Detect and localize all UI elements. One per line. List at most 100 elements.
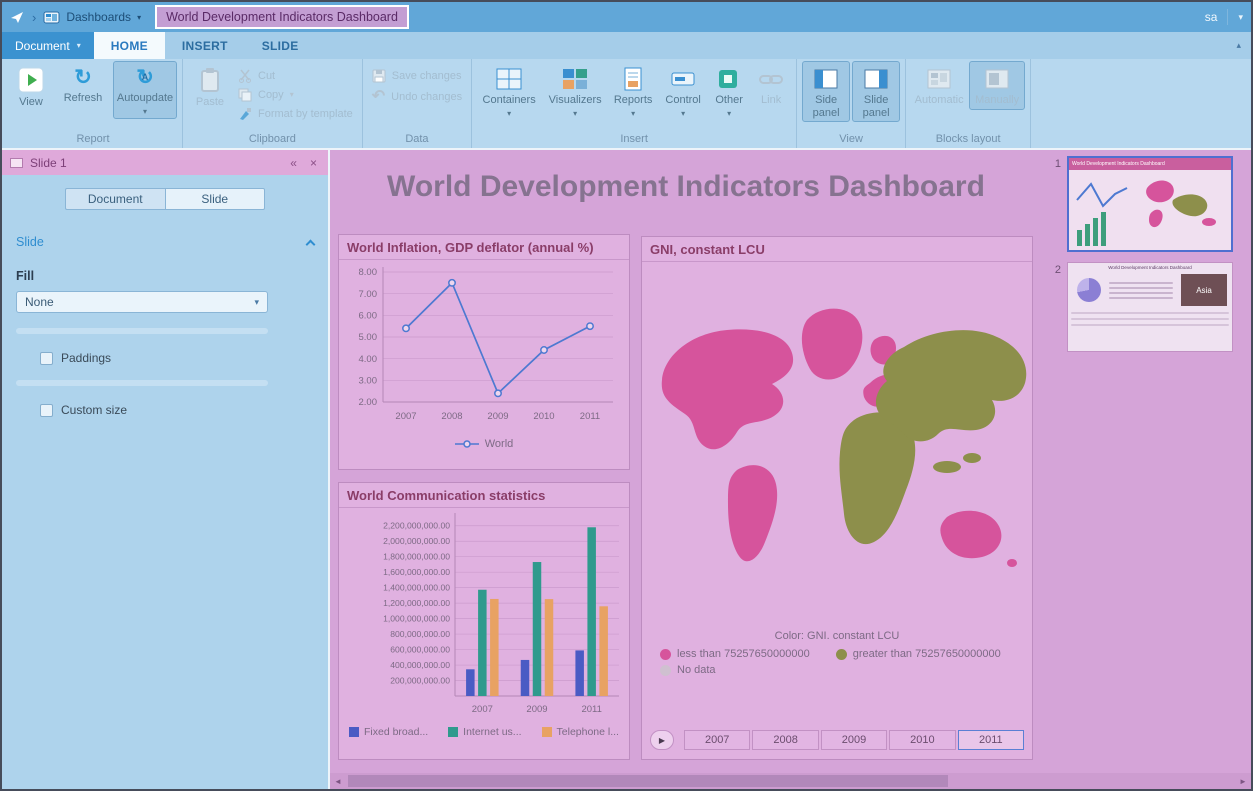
refresh-label: Refresh xyxy=(63,92,103,104)
communication-legend: Fixed broad... Internet us... Telephone … xyxy=(339,720,629,745)
scrollbar-track[interactable] xyxy=(346,773,1235,789)
paddings-checkbox[interactable] xyxy=(40,351,53,365)
dashboard-title[interactable]: World Development Indicators Dashboard xyxy=(387,170,985,203)
paste-button[interactable]: Paste xyxy=(188,61,232,112)
link-button[interactable]: Link xyxy=(751,61,791,110)
map-year-button-2011[interactable]: 2011 xyxy=(957,730,1025,750)
automatic-button[interactable]: Automatic xyxy=(911,61,967,110)
document-menu-button[interactable]: Document ▾ xyxy=(2,32,94,59)
thumb1-title: World Development Indicators Dashboard xyxy=(1069,158,1231,170)
fill-slider[interactable] xyxy=(16,328,268,334)
horizontal-scrollbar[interactable]: ◄ ► xyxy=(330,773,1251,789)
tab-insert[interactable]: INSERT xyxy=(165,32,245,59)
ribbon: View ↻ Refresh ↻ A Autoupdate ▾ Report Pa… xyxy=(2,59,1251,148)
svg-text:1,000,000,000.00: 1,000,000,000.00 xyxy=(383,614,450,624)
map-year-button-2010[interactable]: 2010 xyxy=(889,730,956,750)
group-label-data: Data xyxy=(405,133,429,145)
view-label: View xyxy=(19,96,43,108)
tab-slide[interactable]: SLIDE xyxy=(245,32,316,59)
inflation-legend: World xyxy=(339,430,629,456)
refresh-button[interactable]: ↻ Refresh xyxy=(55,61,111,108)
slide-panel-label: Slide panel xyxy=(862,94,890,119)
side-panel-button[interactable]: Side panel xyxy=(802,61,851,123)
visualizers-button[interactable]: Visualizers ▾ xyxy=(543,61,607,121)
svg-text:2,200,000,000.00: 2,200,000,000.00 xyxy=(383,521,450,531)
breadcrumb-dashboards[interactable]: Dashboards xyxy=(66,10,132,24)
cut-button[interactable]: Cut xyxy=(238,69,353,83)
undo-changes-button[interactable]: ↶ Undo changes xyxy=(372,88,462,106)
slide-2-thumbnail[interactable]: World Development Indicators Dashboard A… xyxy=(1067,262,1233,352)
slide-section-header[interactable]: Slide xyxy=(2,235,328,249)
save-changes-label: Save changes xyxy=(391,70,462,82)
communication-chart[interactable]: 200,000,000.00 400,000,000.00 600,000,000.… xyxy=(339,508,629,720)
group-label-clipboard: Clipboard xyxy=(248,133,296,145)
slide-panel-icon xyxy=(864,69,888,89)
slide-thumbnails-panel: 1 World Development Indicators Dashboard xyxy=(1051,156,1241,362)
autoupdate-button[interactable]: ↻ A Autoupdate ▾ xyxy=(113,61,177,119)
world-map[interactable] xyxy=(642,262,1032,628)
dashboard-canvas[interactable]: World Development Indicators Dashboard W… xyxy=(330,150,1251,789)
save-changes-button[interactable]: Save changes xyxy=(372,69,462,83)
user-menu-caret-icon[interactable]: ▾ xyxy=(1238,11,1243,22)
scrollbar-thumb[interactable] xyxy=(348,775,948,787)
tab-slide-props[interactable]: Slide xyxy=(164,188,265,210)
format-by-template-button[interactable]: Format by template xyxy=(238,107,353,121)
scroll-left-icon[interactable]: ◄ xyxy=(334,776,342,786)
svg-text:2011: 2011 xyxy=(581,704,601,715)
region-south-america xyxy=(728,465,778,562)
gni-map-title: GNI, constant LCU xyxy=(642,237,1032,262)
reports-button[interactable]: Reports ▾ xyxy=(609,61,657,121)
collapse-ribbon-button[interactable]: ▴ xyxy=(1236,40,1241,50)
automatic-icon xyxy=(927,69,951,89)
svg-text:2008: 2008 xyxy=(441,411,462,422)
undo-changes-label: Undo changes xyxy=(391,91,463,103)
tab-slide-label: SLIDE xyxy=(261,38,299,53)
legend-less-than-label: less than 75257650000000 xyxy=(677,648,810,660)
containers-button[interactable]: Containers ▾ xyxy=(477,61,541,121)
inflation-chart-panel[interactable]: World Inflation, GDP deflator (annual %)… xyxy=(338,234,630,470)
scroll-right-icon[interactable]: ► xyxy=(1239,776,1247,786)
fill-select[interactable]: None ▾ xyxy=(16,291,268,313)
custom-size-checkbox[interactable] xyxy=(40,403,53,417)
panel-collapse-icon[interactable]: « xyxy=(290,155,297,170)
panel-close-icon[interactable]: × xyxy=(309,155,317,170)
thumb2-table-lines xyxy=(1109,281,1173,299)
fixed-broadband-label: Fixed broad... xyxy=(364,726,429,738)
view-button[interactable]: View xyxy=(9,61,53,112)
paddings-slider[interactable] xyxy=(16,380,268,386)
user-label[interactable]: sa xyxy=(1204,10,1218,24)
map-year-button-2007[interactable]: 2007 xyxy=(684,730,751,750)
inflation-chart[interactable]: 2.00 3.00 4.00 5.00 6.00 7.00 8.00 2007 2008 2009… xyxy=(339,260,629,430)
fill-caret-icon: ▾ xyxy=(254,296,259,307)
svg-text:800,000,000.00: 800,000,000.00 xyxy=(390,629,450,639)
section-collapse-chevron-icon[interactable] xyxy=(305,239,316,249)
svg-text:2009: 2009 xyxy=(487,411,508,422)
map-year-button-2008[interactable]: 2008 xyxy=(752,730,819,750)
gni-map-panel[interactable]: GNI, constant LCU Color: GNI. constant L… xyxy=(641,236,1033,760)
tab-document[interactable]: Document xyxy=(65,188,165,210)
undo-icon: ↶ xyxy=(371,88,386,105)
other-button[interactable]: Other ▾ xyxy=(709,61,749,121)
slide-panel-button[interactable]: Slide panel xyxy=(852,61,901,123)
other-label: Other xyxy=(715,94,743,106)
communication-chart-panel[interactable]: World Communication statistics 200,000,0… xyxy=(338,482,630,760)
other-icon xyxy=(719,70,738,88)
dashboards-caret-icon[interactable]: ▾ xyxy=(137,12,142,22)
manually-button[interactable]: Manually xyxy=(969,61,1026,110)
dashboard-title-breadcrumb[interactable]: World Development Indicators Dashboard xyxy=(155,5,409,29)
region-new-zealand xyxy=(1007,559,1017,567)
legend-dot-greater-than-icon xyxy=(835,648,847,660)
copy-button[interactable]: Copy ▾ xyxy=(238,88,353,102)
svg-text:3.00: 3.00 xyxy=(359,376,378,387)
map-year-button-2009[interactable]: 2009 xyxy=(820,730,888,750)
control-button[interactable]: Control ▾ xyxy=(659,61,707,121)
map-years-bar: ▶ 2007 2008 2009 2010 2011 xyxy=(642,730,1032,759)
app-logo-icon[interactable] xyxy=(10,10,25,25)
svg-text:1,200,000,000.00: 1,200,000,000.00 xyxy=(383,598,450,608)
map-play-button[interactable]: ▶ xyxy=(650,730,674,750)
fixed-broadband-swatch-icon xyxy=(349,727,359,737)
tab-home[interactable]: HOME xyxy=(93,32,165,59)
link-label: Link xyxy=(761,94,782,106)
inflation-chart-title: World Inflation, GDP deflator (annual %) xyxy=(339,235,629,260)
slide-1-thumbnail[interactable]: World Development Indicators Dashboard xyxy=(1067,156,1233,252)
